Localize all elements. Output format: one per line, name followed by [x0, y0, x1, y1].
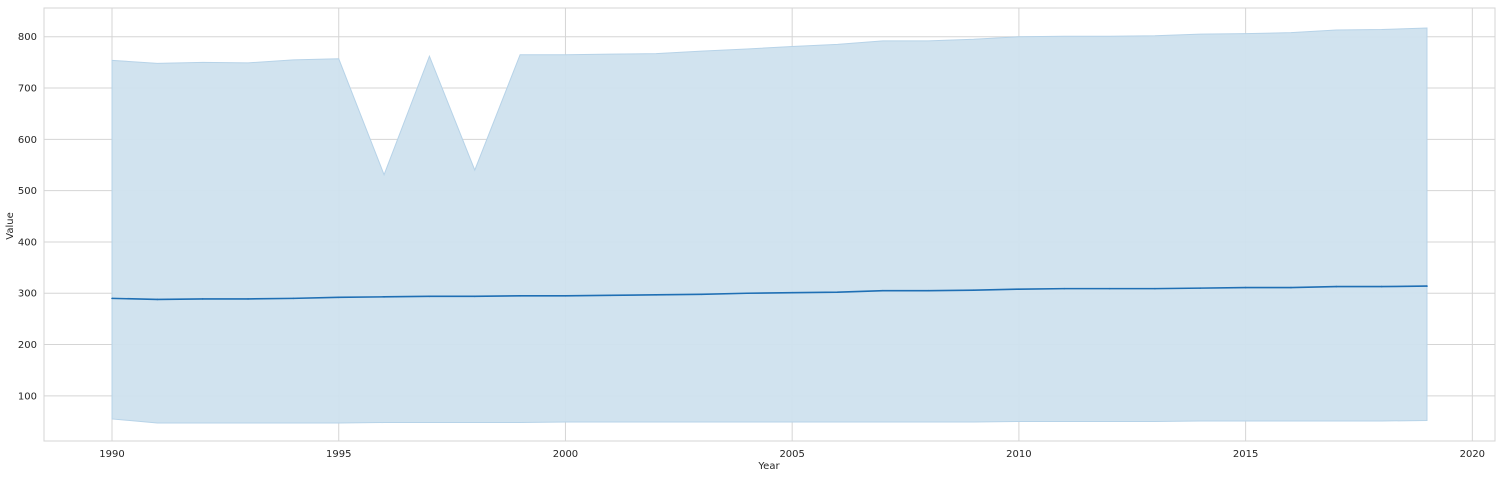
data-point — [1290, 286, 1292, 289]
series-line — [112, 285, 1427, 301]
data-point — [836, 291, 839, 294]
y-tick-label: 800 — [18, 32, 37, 43]
data-point — [927, 289, 930, 292]
data-point — [156, 298, 159, 301]
data-point — [1426, 285, 1428, 287]
x-tick-label: 2000 — [553, 449, 578, 460]
data-point — [972, 289, 975, 291]
data-point — [1199, 287, 1202, 289]
series-line-layer — [112, 285, 1427, 301]
data-point — [473, 295, 476, 298]
data-point — [882, 289, 884, 292]
y-tick-label: 500 — [18, 186, 37, 197]
data-point — [609, 294, 612, 297]
data-point — [1380, 285, 1383, 288]
data-point — [1244, 286, 1247, 289]
data-point — [1335, 285, 1338, 288]
data-point — [1018, 288, 1020, 290]
data-point — [746, 292, 748, 295]
confidence-band-layer — [111, 27, 1428, 424]
data-point — [201, 298, 204, 300]
y-tick-label: 300 — [18, 289, 37, 300]
data-point — [247, 298, 249, 300]
confidence-band — [111, 27, 1428, 424]
x-tick-label: 1990 — [99, 449, 124, 460]
series-point-layer — [111, 285, 1428, 301]
data-point — [791, 291, 793, 294]
x-tick-label: 2015 — [1233, 449, 1258, 460]
data-point — [1108, 287, 1111, 290]
data-point — [564, 295, 567, 297]
plot-frame — [43, 7, 1496, 442]
data-point — [428, 295, 431, 298]
y-tick-label: 600 — [18, 135, 37, 146]
data-point — [337, 296, 340, 299]
data-point — [383, 296, 385, 298]
x-tick-label: 2005 — [779, 449, 804, 460]
data-point — [655, 293, 657, 296]
data-point — [292, 297, 295, 300]
data-point — [519, 295, 521, 297]
x-tick-label: 2020 — [1460, 449, 1485, 460]
y-tick-label: 100 — [18, 391, 37, 402]
y-axis-label: Value — [5, 212, 16, 239]
y-tick-label: 400 — [18, 237, 37, 248]
x-tick-labels: 1990 1995 2000 2005 2010 2015 2020 — [99, 449, 1485, 460]
y-tick-label: 200 — [18, 340, 37, 351]
x-tick-label: 2010 — [1006, 449, 1031, 460]
data-point — [111, 297, 113, 300]
x-tick-label: 1995 — [326, 449, 351, 460]
data-point — [700, 293, 703, 296]
data-point — [1063, 287, 1066, 290]
data-point — [1154, 287, 1156, 290]
y-tick-labels: 100 200 300 400 500 600 700 800 — [18, 32, 37, 402]
x-axis-label: Year — [757, 461, 780, 472]
y-tick-label: 700 — [18, 84, 37, 95]
